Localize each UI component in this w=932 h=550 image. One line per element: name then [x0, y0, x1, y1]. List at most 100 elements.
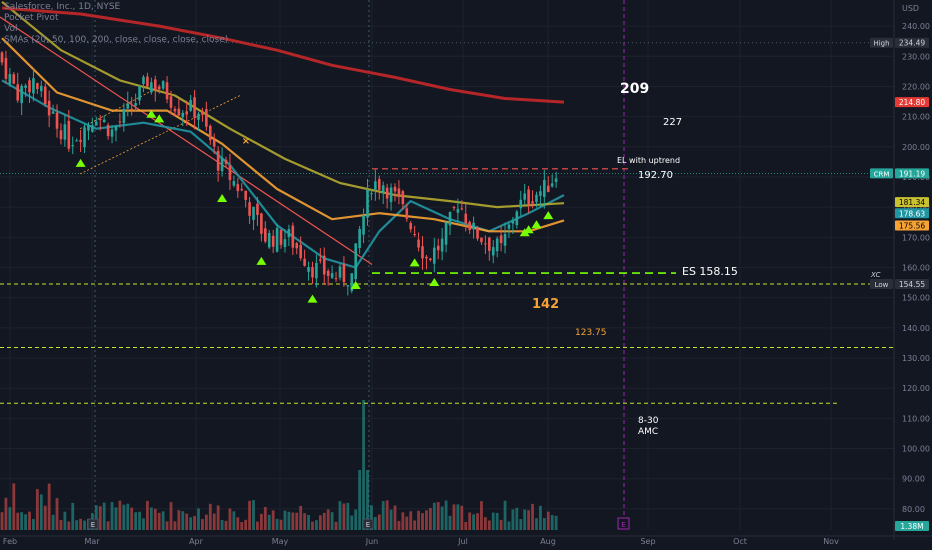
candle-body — [330, 273, 334, 278]
volume-bar — [126, 503, 130, 530]
y-tick-label: 80.00 — [902, 505, 925, 514]
volume-bar — [0, 512, 4, 530]
pocket-pivot-icon — [75, 158, 86, 167]
candle-body — [279, 230, 283, 245]
price-axis[interactable]: 240.00230.00220.00210.00200.00190.00180.… — [870, 0, 930, 540]
earnings-marker-feb[interactable]: E — [87, 518, 99, 530]
candle — [43, 83, 47, 107]
candle-body — [338, 266, 342, 278]
volume-bar — [197, 508, 200, 530]
legend-symbol[interactable]: Salesforce, Inc., 1D, NYSE — [4, 2, 121, 12]
chart-legend[interactable]: Salesforce, Inc., 1D, NYSE Pocket Pivot … — [4, 2, 228, 46]
candle — [480, 237, 483, 245]
earnings-marker-may-label: E — [366, 521, 370, 529]
candle-body — [425, 256, 428, 259]
candle — [472, 216, 475, 239]
candle-body — [484, 243, 487, 245]
volume-bar — [405, 516, 409, 530]
pocket-pivot-icon — [409, 258, 420, 267]
volume-bar — [546, 511, 550, 530]
annotation-el-note: EL with uptrend — [617, 156, 680, 165]
candle-body — [220, 157, 224, 172]
volume-bar — [515, 507, 519, 530]
candle-body — [448, 212, 452, 226]
candle-body — [248, 202, 251, 216]
volume-bar — [193, 515, 196, 530]
candle-body — [197, 113, 200, 120]
legend-pocket-pivot[interactable]: Pocket Pivot — [4, 13, 59, 23]
volume-bar — [401, 512, 405, 530]
volume-bar — [185, 513, 189, 530]
price-badge: 214.80 — [895, 97, 929, 108]
volume-bar — [413, 520, 417, 530]
x-tick-label: Apr — [189, 537, 204, 546]
volume-bar — [303, 513, 307, 530]
candle-body — [71, 145, 75, 147]
volume-bar — [499, 519, 503, 530]
candle-body — [480, 237, 483, 243]
candle-body — [91, 125, 94, 132]
y-tick-label: 140.00 — [902, 324, 930, 333]
y-tick-label: 220.00 — [902, 82, 930, 91]
annotation-123-75: 123.75 — [575, 328, 607, 338]
price-badge-value: 191.19 — [899, 169, 925, 178]
sma-200-line — [1, 6, 565, 104]
candle-body — [75, 140, 78, 142]
candle-body — [519, 199, 523, 209]
volume-bar — [39, 494, 43, 530]
volume-bar — [165, 521, 169, 530]
volume-bar — [138, 511, 141, 530]
legend-volume[interactable]: Vol — [4, 24, 18, 34]
candle — [515, 209, 519, 229]
candle — [287, 224, 291, 247]
volume-bar — [216, 505, 220, 530]
grid — [0, 0, 894, 530]
candle — [531, 190, 534, 209]
candle — [24, 83, 27, 98]
candle — [244, 190, 247, 208]
earnings-marker-may[interactable]: E — [362, 518, 374, 530]
candle — [260, 212, 263, 242]
candle-body — [40, 85, 43, 92]
candle — [326, 268, 330, 286]
y-tick-label: 240.00 — [902, 22, 930, 31]
volume-bar — [28, 511, 31, 530]
price-badge: 181.34 — [895, 197, 929, 208]
guide-lines: × — [0, 0, 894, 520]
candle — [448, 211, 452, 236]
volume-bar — [480, 501, 483, 530]
pocket-pivots — [75, 109, 554, 303]
time-axis[interactable]: Feb Mar Apr May Jun Jul Aug Sep Oct Nov — [0, 535, 932, 546]
volume-bar — [456, 504, 460, 530]
volume-bar — [32, 519, 35, 530]
candle-body — [488, 237, 491, 251]
volume-bar — [511, 509, 515, 530]
annotation-es-158-15: ES 158.15 — [682, 265, 738, 278]
earnings-marker-aug[interactable]: E — [617, 517, 630, 530]
x-tick-label: Sep — [640, 537, 655, 546]
volume-bar — [287, 511, 291, 530]
downtrend-line — [0, 16, 373, 265]
volume-bar — [114, 507, 118, 530]
annotation-earnings-date: 8-30 — [638, 416, 659, 426]
candle-body — [244, 190, 247, 200]
volume-bar — [507, 521, 511, 530]
price-badge-box — [895, 208, 929, 219]
candle — [350, 273, 354, 294]
candle-body — [527, 189, 530, 205]
price-badge-tag — [870, 278, 893, 289]
volume-bar — [409, 511, 413, 530]
volume-bar — [487, 520, 491, 530]
candle — [381, 181, 385, 205]
candle-body — [201, 111, 204, 115]
price-badge-value: 154.55 — [899, 280, 925, 289]
candle-body — [173, 108, 177, 112]
candle — [4, 50, 8, 84]
candle-body — [51, 111, 55, 114]
volume-bar — [252, 500, 255, 530]
price-badge-tag — [870, 37, 893, 48]
legend-smas[interactable]: SMAs (20, 50, 100, 200, close, close, cl… — [4, 35, 229, 45]
candle-body — [142, 76, 145, 84]
candle-body — [8, 74, 12, 84]
